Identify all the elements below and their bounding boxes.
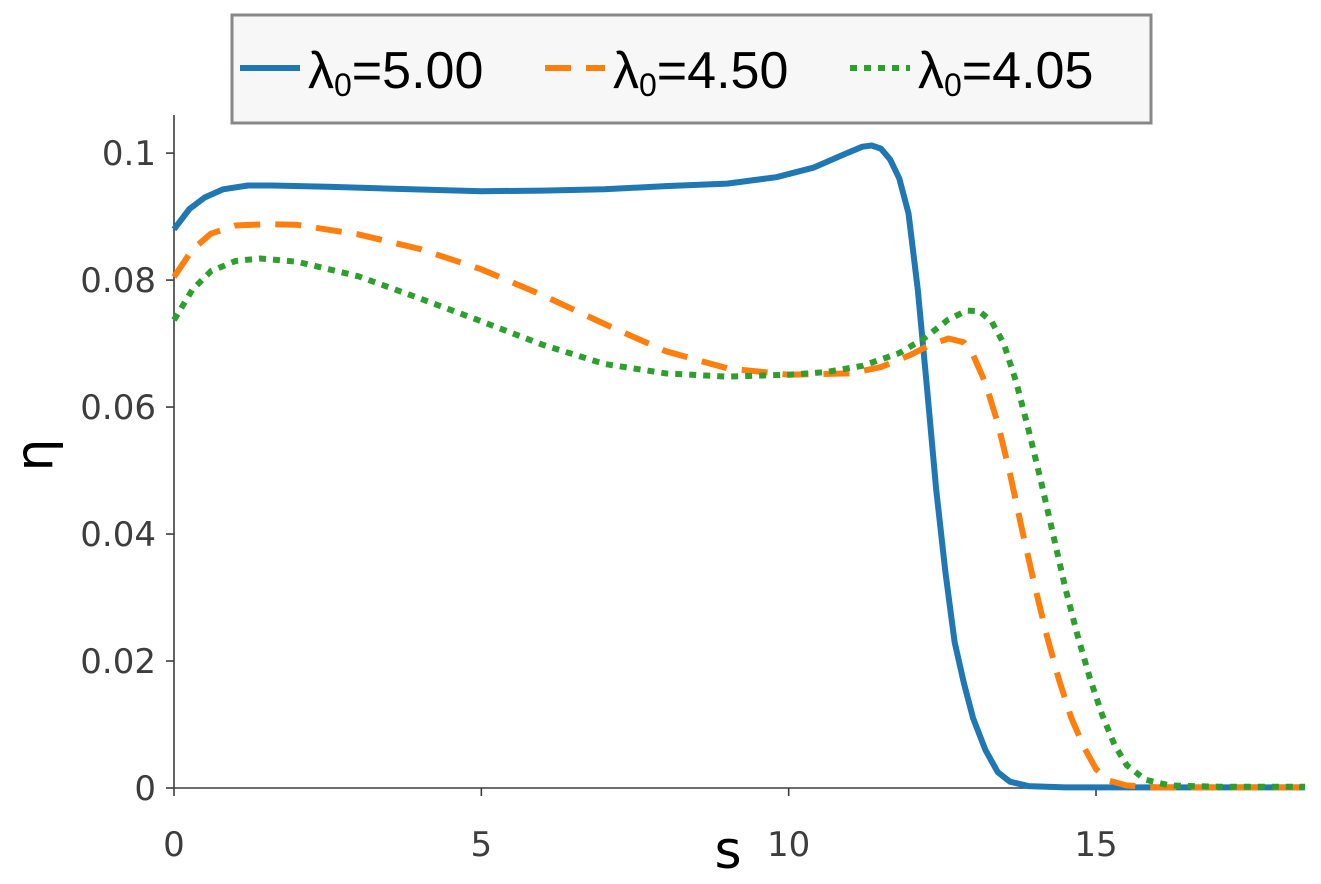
y-ticks: 0 0.02 0.04 0.06 0.08 0.1 — [80, 134, 174, 809]
y-tick-label: 0.1 — [102, 134, 156, 174]
y-tick-label: 0.08 — [80, 261, 156, 301]
x-tick-label: 5 — [471, 825, 493, 865]
series-line-2 — [171, 221, 1305, 791]
x-tick-label: 0 — [163, 825, 185, 865]
x-ticks: 0 5 10 15 — [163, 788, 1118, 865]
legend-entries: λ0=5.00 λ0=4.50 λ0=4.05 — [240, 42, 1093, 103]
legend-label-3: λ0=4.05 — [918, 42, 1093, 103]
x-tick-label: 10 — [767, 825, 810, 865]
series-line-3 — [171, 255, 1305, 790]
legend: λ0=5.00 λ0=4.50 λ0=4.05 — [230, 13, 1153, 125]
legend-label-1: λ0=5.00 — [308, 42, 483, 103]
legend-box — [230, 13, 1153, 125]
plot-area: 0 0.02 0.04 0.06 0.08 0.1 0 5 10 15 — [80, 115, 1305, 865]
series-lines — [171, 142, 1305, 791]
series-line-1 — [171, 142, 1305, 791]
legend-label-2: λ0=4.50 — [613, 42, 788, 103]
x-axis-label: s — [714, 821, 741, 881]
y-tick-label: 0.02 — [80, 642, 156, 682]
x-tick-label: 15 — [1074, 825, 1117, 865]
y-tick-label: 0.04 — [80, 515, 156, 555]
y-tick-label: 0 — [134, 769, 156, 809]
y-axis-label: η — [5, 439, 65, 472]
y-tick-label: 0.06 — [80, 388, 156, 428]
